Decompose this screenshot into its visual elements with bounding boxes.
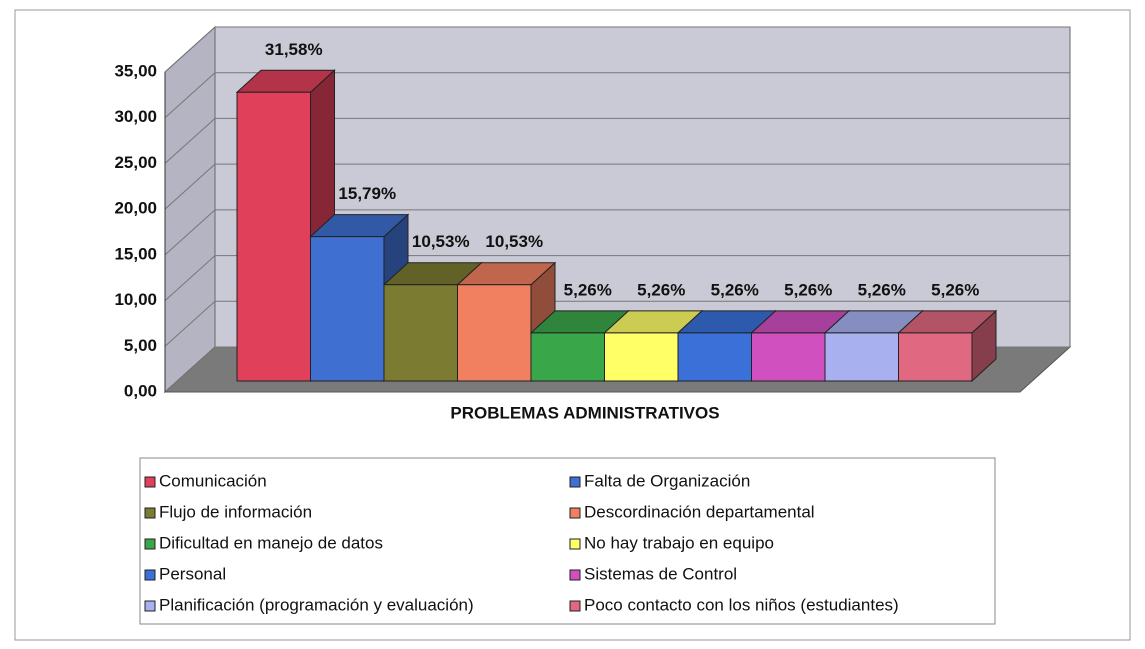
legend-label: Dificultad en manejo de datos: [159, 533, 383, 552]
bar-face: [751, 332, 826, 382]
value-label: 10,53%: [412, 232, 470, 251]
legend-label: Flujo de información: [159, 502, 312, 521]
bar-face: [236, 91, 311, 382]
bar-face: [383, 284, 458, 382]
y-tick-label: 30,00: [114, 107, 157, 126]
legend-swatch: [144, 507, 156, 519]
x-axis-label: PROBLEMAS ADMINISTRATIVOS: [450, 403, 719, 422]
legend-label: Comunicación: [159, 471, 267, 490]
legend-label: Falta de Organización: [584, 471, 750, 490]
grid-line: [164, 163, 1070, 210]
y-tick-label: 5,00: [124, 336, 157, 355]
grid-line: [164, 300, 1070, 347]
y-tick-label: 20,00: [114, 199, 157, 218]
bar: [897, 309, 998, 383]
legend-label: No hay trabajo en equipo: [584, 533, 774, 552]
legend-label: Personal: [159, 564, 226, 583]
legend-swatch: [569, 476, 581, 488]
legend-swatch: [569, 507, 581, 519]
y-tick-label: 35,00: [114, 61, 157, 80]
grid-line: [164, 209, 1070, 256]
y-tick-label: 15,00: [114, 244, 157, 263]
value-label: 5,26%: [784, 280, 832, 299]
value-label: 31,58%: [265, 40, 323, 59]
legend-label: Planificación (programación y evaluación…: [159, 595, 474, 614]
value-label: 5,26%: [858, 280, 906, 299]
legend-swatch: [569, 600, 581, 612]
legend-swatch: [144, 538, 156, 550]
bar-face: [530, 332, 605, 382]
bar-face: [604, 332, 679, 382]
grid-line: [164, 255, 1070, 301]
bar: [309, 213, 410, 383]
y-tick-label: 0,00: [124, 381, 157, 400]
bar-face: [457, 284, 532, 382]
value-label: 15,79%: [338, 184, 396, 203]
legend-swatch: [144, 569, 156, 581]
bar-face: [898, 332, 973, 382]
grid-line: [164, 26, 1070, 73]
y-tick-label: 25,00: [114, 153, 157, 172]
value-label: 10,53%: [485, 232, 543, 251]
legend-swatch: [569, 538, 581, 550]
value-label: 5,26%: [564, 280, 612, 299]
legend-swatch: [144, 600, 156, 612]
legend-label: Sistemas de Control: [584, 564, 737, 583]
value-label: 5,26%: [711, 280, 759, 299]
bar-face: [677, 332, 752, 382]
grid-line: [164, 117, 1070, 164]
side-wall: [164, 25, 216, 394]
legend-label: Descordinación departamental: [584, 502, 815, 521]
grid-line: [164, 72, 1070, 119]
legend-swatch: [569, 569, 581, 581]
bar-face: [824, 332, 899, 382]
value-label: 5,26%: [931, 280, 979, 299]
legend-label: Poco contacto con los niños (estudiantes…: [584, 595, 899, 614]
bar-face: [310, 236, 385, 382]
legend-swatch: [144, 476, 156, 488]
legend: [139, 457, 996, 625]
y-tick-label: 10,00: [114, 290, 157, 309]
value-label: 5,26%: [637, 280, 685, 299]
